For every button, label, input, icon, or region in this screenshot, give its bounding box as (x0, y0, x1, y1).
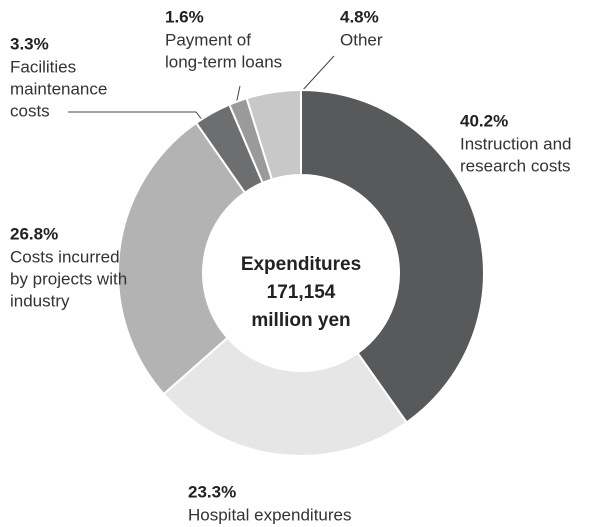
slice (117, 121, 247, 396)
slice-label: research costs (460, 156, 571, 175)
slice-label: Other (340, 30, 383, 49)
value-label: 26.8% (10, 224, 58, 243)
slice-label: Payment of (165, 30, 251, 49)
center-label: million yen (251, 310, 350, 331)
slice-label: industry (10, 291, 70, 310)
center-label: Expenditures (241, 254, 361, 275)
slice-label: by projects with (10, 269, 127, 288)
slice-label: long-term loans (165, 52, 282, 71)
slice (300, 88, 485, 424)
value-label: 4.8% (340, 7, 379, 26)
slice-label: Instruction and (460, 134, 572, 153)
slice-label: Hospital expenditures (188, 505, 351, 524)
slice-label: Costs incurred (10, 247, 120, 266)
center-label: 171,154 (267, 282, 336, 303)
leader-line (68, 111, 208, 127)
slice-label: maintenance (10, 79, 107, 98)
value-label: 3.3% (10, 34, 49, 53)
slice-label: Facilities (10, 57, 76, 76)
value-label: 23.3% (188, 482, 236, 501)
value-label: 40.2% (460, 111, 508, 130)
slice-label: costs (10, 101, 50, 120)
value-label: 1.6% (165, 7, 204, 26)
slice (245, 88, 302, 181)
slice (162, 336, 409, 457)
